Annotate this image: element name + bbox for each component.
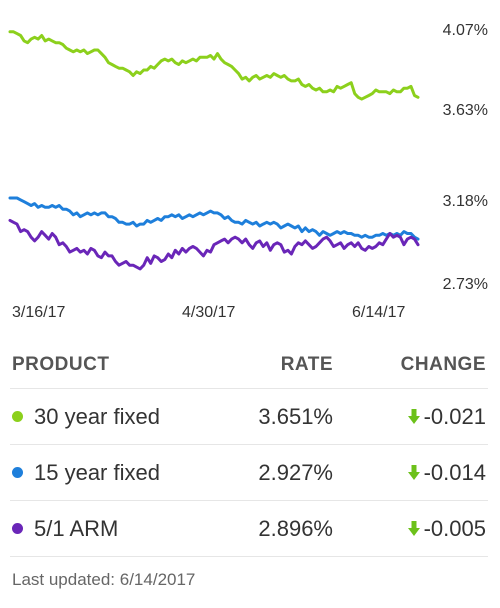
last-updated: Last updated: 6/14/2017 <box>12 570 196 589</box>
x-tick-start: 3/16/17 <box>12 304 65 321</box>
x-tick-mid: 4/30/17 <box>182 304 235 321</box>
change-value: -0.005 <box>423 516 486 541</box>
y-tick-top-max: 4.07% <box>443 22 488 39</box>
table-row-arm: 5/1 ARM 2.896% -0.005 <box>10 501 488 557</box>
product-label: 30 year fixed <box>34 404 160 429</box>
header-change: CHANGE <box>400 354 486 375</box>
rate-value: 2.896% <box>258 516 333 541</box>
rates-table: PRODUCT RATE CHANGE 30 year fixed 3.651%… <box>10 340 488 557</box>
rate-value: 2.927% <box>258 460 333 485</box>
table-row-15-year: 15 year fixed 2.927% -0.014 <box>10 445 488 501</box>
series-dot-green <box>12 411 23 422</box>
series-dot-blue <box>12 467 23 478</box>
series-line-30-year-fixed <box>8 30 420 101</box>
y-tick-bottom-max: 3.18% <box>443 193 488 210</box>
y-tick-top-min: 3.63% <box>443 102 488 119</box>
table-row-30-year: 30 year fixed 3.651% -0.021 <box>10 389 488 445</box>
change-cell: -0.021 <box>407 404 486 430</box>
series-line-5-1-arm <box>8 218 420 271</box>
arrow-down-icon <box>407 465 420 480</box>
change-value: -0.014 <box>423 460 486 485</box>
series-line-15-year-fixed <box>8 196 420 241</box>
rate-charts: 4.07% 3.63% 3.18% 2.73% 3/16/17 4/30/17 … <box>8 22 488 321</box>
x-tick-end: 6/14/17 <box>352 304 405 321</box>
arrow-down-icon <box>407 521 420 536</box>
change-cell: -0.005 <box>407 516 486 542</box>
header-product: PRODUCT <box>12 354 110 375</box>
header-rate: RATE <box>280 354 333 375</box>
series-dot-purple <box>12 523 23 534</box>
change-cell: -0.014 <box>407 460 486 486</box>
table-header: PRODUCT RATE CHANGE <box>10 340 488 389</box>
chart-15-year-and-arm <box>8 196 420 271</box>
product-label: 5/1 ARM <box>34 516 119 541</box>
y-tick-bottom-min: 2.73% <box>443 276 488 293</box>
change-value: -0.021 <box>423 404 486 429</box>
product-label: 15 year fixed <box>34 460 160 485</box>
rate-value: 3.651% <box>258 404 333 429</box>
chart-30-year <box>8 30 420 101</box>
arrow-down-icon <box>407 409 420 424</box>
